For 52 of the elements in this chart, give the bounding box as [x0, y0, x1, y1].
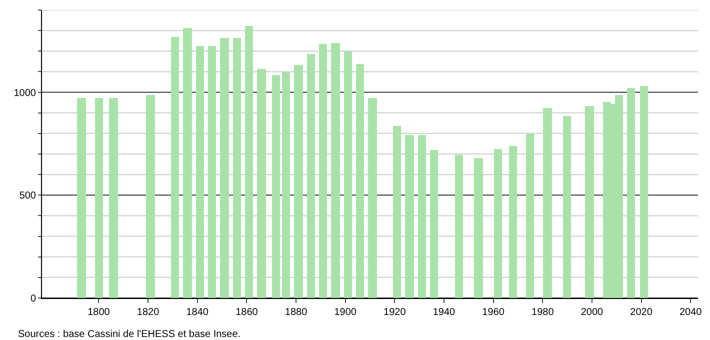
bar — [368, 98, 377, 298]
bar — [146, 95, 155, 298]
bar — [640, 86, 648, 298]
bar — [526, 134, 534, 298]
bar — [196, 46, 204, 298]
x-tick-label: 1820 — [136, 307, 160, 318]
bar — [95, 98, 103, 298]
bar — [77, 98, 86, 298]
x-tick-label: 1880 — [284, 307, 308, 318]
x-tick-label: 1920 — [384, 307, 406, 318]
bar — [494, 149, 502, 298]
bar — [183, 28, 192, 298]
x-tick-label: 1960 — [482, 307, 505, 318]
bar — [563, 116, 571, 298]
bar — [627, 88, 635, 298]
bar — [109, 98, 118, 298]
bar — [509, 146, 517, 298]
bar — [344, 51, 352, 298]
x-tick-label: 1940 — [432, 307, 456, 318]
bar — [356, 64, 364, 298]
bar — [294, 65, 303, 298]
x-tick-label: 1840 — [186, 307, 209, 318]
bar — [319, 44, 327, 298]
bar — [272, 75, 280, 298]
bar — [455, 155, 463, 298]
bar — [543, 108, 552, 298]
x-tick-label: 1980 — [532, 307, 554, 318]
y-tick-label: 0 — [30, 294, 36, 304]
x-tick-label: 1800 — [88, 307, 110, 318]
bar — [418, 135, 426, 298]
bar — [430, 150, 438, 298]
x-tick-label: 2040 — [679, 307, 702, 318]
bar — [331, 43, 340, 298]
bar — [393, 126, 401, 298]
bar — [474, 158, 483, 298]
y-tick-label: 500 — [19, 190, 36, 202]
x-tick-label: 2000 — [580, 307, 604, 318]
bar — [171, 37, 179, 298]
bar — [282, 72, 290, 298]
bar — [233, 38, 241, 298]
bar — [208, 46, 216, 298]
bar — [257, 69, 266, 298]
source-note: Sources : base Cassini de l'EHESS et base Insee. — [18, 329, 241, 340]
bar — [405, 135, 414, 298]
bar — [307, 54, 315, 298]
x-tick-label: 2020 — [630, 307, 653, 318]
bar — [585, 106, 594, 298]
x-tick-label: 1860 — [236, 307, 258, 318]
bar — [220, 38, 229, 298]
x-tick-label: 1900 — [334, 307, 357, 318]
bar — [245, 26, 253, 298]
y-tick-label: 1000 — [14, 88, 36, 99]
